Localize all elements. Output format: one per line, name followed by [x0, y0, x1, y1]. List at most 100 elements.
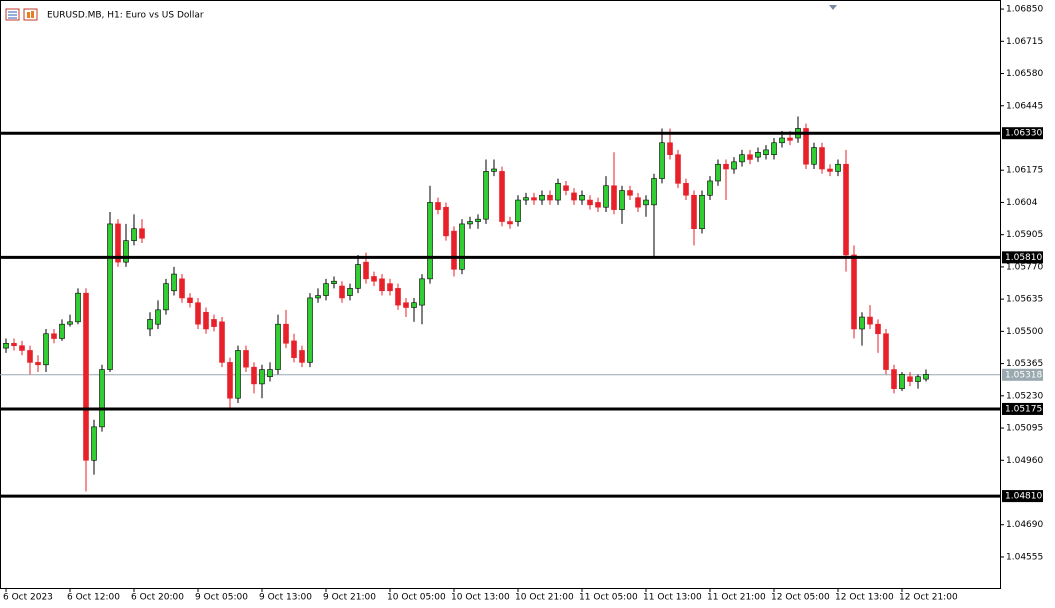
candle-body	[99, 369, 105, 428]
y-tick-label: 1.05635	[1006, 295, 1043, 305]
candle-body	[755, 152, 761, 158]
x-tick-label: 6 Oct 12:00	[67, 593, 120, 603]
candle-body	[67, 321, 73, 325]
candle-body	[515, 199, 521, 222]
candle-body	[59, 323, 65, 339]
candle-body	[611, 185, 617, 210]
candle-body	[539, 194, 545, 201]
x-tick-label: 11 Oct 13:00	[643, 593, 702, 603]
candle-body	[923, 374, 929, 380]
level-label: 1.06330	[1005, 129, 1042, 139]
candle-body	[211, 319, 217, 327]
current-price-bg	[1002, 368, 1043, 381]
candle-body	[3, 342, 9, 349]
candle-body	[635, 197, 641, 208]
x-tick-label: 6 Oct 2023	[3, 593, 53, 603]
candle-body	[475, 218, 481, 222]
candle-body	[355, 264, 361, 289]
candle-body	[779, 137, 785, 144]
candle-body	[91, 426, 97, 461]
candle-body	[443, 206, 449, 237]
y-tick-label: 1.04555	[1006, 552, 1043, 562]
level-label-bg	[1002, 490, 1043, 503]
candle-body	[43, 333, 49, 366]
candle-body	[851, 254, 857, 330]
candle-body	[323, 283, 329, 296]
candle-body	[563, 185, 569, 191]
x-tick-label: 9 Oct 13:00	[259, 593, 312, 603]
y-tick-label: 1.06445	[1006, 101, 1043, 111]
level-label: 1.05810	[1005, 253, 1042, 263]
candle-body	[803, 128, 809, 165]
x-tick-label: 9 Oct 05:00	[195, 593, 248, 603]
candle-body	[715, 163, 721, 182]
candle-body	[843, 163, 849, 256]
candle-body	[75, 292, 81, 323]
level-label-bg	[1002, 402, 1043, 415]
x-tick-label: 10 Oct 21:00	[515, 593, 574, 603]
candle-body	[251, 366, 257, 385]
current-price-label: 1.05318	[1005, 370, 1042, 380]
candle-body	[307, 297, 313, 363]
x-tick-label: 10 Oct 13:00	[451, 593, 510, 603]
candle-body	[267, 369, 273, 378]
candle-body	[315, 295, 321, 299]
candle-body	[667, 142, 673, 155]
level-label: 1.05175	[1005, 404, 1042, 414]
candle-body	[859, 316, 865, 330]
candle-body	[555, 183, 561, 201]
candle-body	[155, 309, 161, 325]
x-tick-label: 6 Oct 20:00	[131, 593, 184, 603]
candle-body	[243, 350, 249, 368]
candle-body	[147, 319, 153, 330]
chart-title: EURUSD.MB, H1: Euro vs US Dollar	[47, 11, 204, 21]
candle-body	[11, 342, 17, 346]
candle-body	[27, 350, 33, 363]
candle-body	[659, 142, 665, 179]
candle-body	[699, 194, 705, 230]
y-tick-label: 1.05770	[1006, 262, 1043, 272]
candle-body	[235, 350, 241, 399]
candle-body	[131, 228, 137, 241]
candle-body	[219, 321, 225, 363]
candle-body	[115, 223, 121, 263]
candle-body	[707, 180, 713, 196]
candle-body	[363, 261, 369, 280]
icon-box	[23, 8, 38, 21]
candle-body	[403, 302, 409, 308]
candle-body	[739, 154, 745, 163]
icon-bar	[31, 11, 34, 18]
candle-body	[523, 197, 529, 201]
shift-marker	[829, 5, 837, 10]
candle-body	[163, 283, 169, 311]
x-tick-label: 11 Oct 21:00	[707, 593, 766, 603]
candle-body	[107, 223, 113, 370]
plot-frame	[0, 0, 1001, 589]
candle-body	[683, 183, 689, 196]
candle-body	[139, 228, 145, 239]
candle-body	[907, 376, 913, 382]
candle-body	[731, 161, 737, 170]
x-tick-label: 9 Oct 21:00	[323, 593, 376, 603]
candle-body	[187, 297, 193, 304]
candle-body	[875, 323, 881, 335]
candle-body	[811, 147, 817, 165]
candle-body	[531, 197, 537, 201]
candle-body	[123, 240, 129, 263]
candle-body	[419, 278, 425, 306]
candle-body	[483, 171, 489, 220]
level-label-bg	[1002, 251, 1043, 264]
candle-body	[19, 345, 25, 351]
y-tick-label: 1.05365	[1006, 359, 1043, 369]
candle-body	[459, 223, 465, 270]
candle-body	[763, 149, 769, 155]
level-label-bg	[1002, 127, 1043, 140]
candle-body	[451, 230, 457, 270]
candle-body	[587, 199, 593, 206]
candle-body	[379, 278, 385, 292]
candle-body	[387, 283, 393, 292]
candle-body	[179, 278, 185, 299]
candle-body	[411, 302, 417, 308]
candle-body	[507, 221, 513, 225]
